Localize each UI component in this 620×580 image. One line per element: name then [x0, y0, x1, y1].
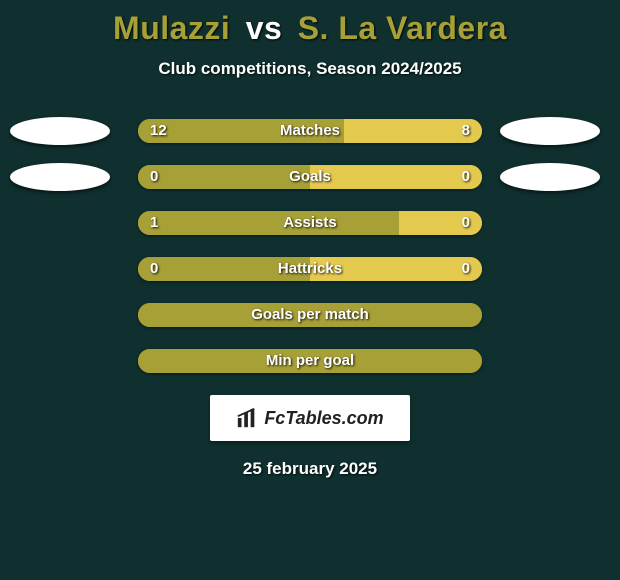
stat-label: Assists	[138, 211, 482, 235]
player-ellipse-left	[10, 117, 110, 145]
stat-value-right: 8	[462, 119, 470, 143]
stat-row: Min per goal	[138, 349, 482, 373]
comparison-title: Mulazzi vs S. La Vardera	[0, 0, 620, 47]
stat-value-right: 0	[462, 165, 470, 189]
player2-name: S. La Vardera	[298, 10, 507, 46]
stat-row: Goals0 0	[138, 165, 482, 189]
date-text: 25 february 2025	[0, 459, 620, 479]
player1-name: Mulazzi	[113, 10, 230, 46]
bars-icon	[236, 407, 258, 429]
source-logo: FcTables.com	[210, 395, 410, 441]
stat-row: Assists1 0	[138, 211, 482, 235]
logo-text: FcTables.com	[264, 408, 383, 429]
stat-value-left: 1	[150, 211, 158, 235]
stat-row: Goals per match	[138, 303, 482, 327]
stat-label: Hattricks	[138, 257, 482, 281]
player-ellipse-left	[10, 163, 110, 191]
comparison-stage: Matches128Goals00Assists10Hattricks00Goa…	[0, 119, 620, 373]
player-ellipse-right	[500, 163, 600, 191]
stat-value-left: 0	[150, 257, 158, 281]
stat-label: Matches	[138, 119, 482, 143]
stat-row: Hattricks0 0	[138, 257, 482, 281]
stat-label: Min per goal	[138, 349, 482, 373]
stat-value-right: 0	[462, 257, 470, 281]
stat-label: Goals	[138, 165, 482, 189]
stat-value-left: 0	[150, 165, 158, 189]
vs-separator: vs	[246, 10, 283, 46]
stat-row: Matches12 8	[138, 119, 482, 143]
subtitle: Club competitions, Season 2024/2025	[0, 59, 620, 79]
stat-label: Goals per match	[138, 303, 482, 327]
stat-value-right: 0	[462, 211, 470, 235]
stat-value-left: 12	[150, 119, 167, 143]
player-ellipse-right	[500, 117, 600, 145]
